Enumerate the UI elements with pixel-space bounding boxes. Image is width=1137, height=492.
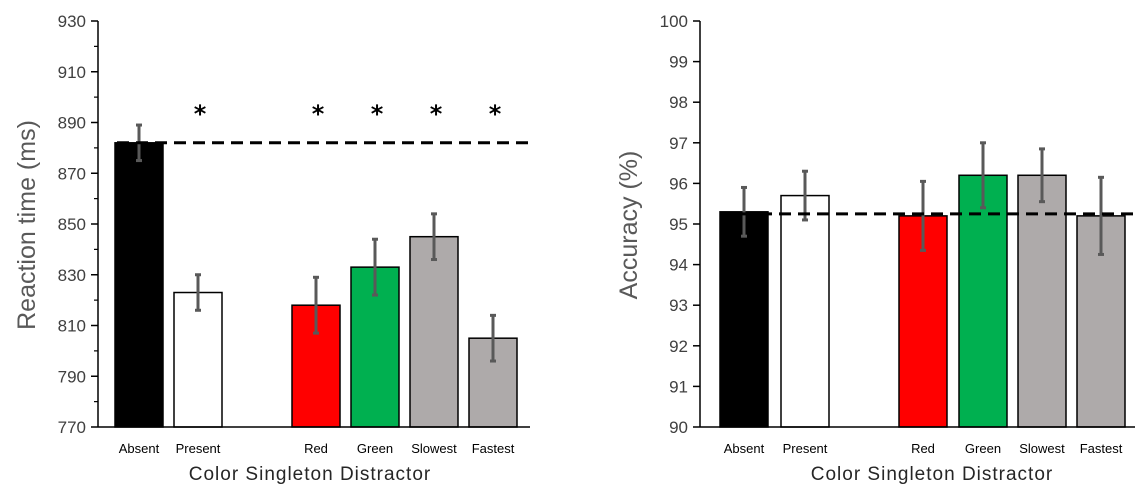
accuracy-x-axis-title: Color Singleton Distractor xyxy=(811,464,1053,485)
acc-y-tick-label-1: 91 xyxy=(669,377,688,396)
acc-y-tick-label-4: 94 xyxy=(669,256,688,275)
acc-bar-3 xyxy=(958,174,1008,428)
rt-category-label-0: Absent xyxy=(119,441,160,456)
rt-bar-1 xyxy=(173,291,223,428)
rt-significance-mark-1: * xyxy=(194,100,207,128)
rt-y-tick-label-7: 910 xyxy=(58,63,86,82)
acc-category-label-3: Green xyxy=(965,441,1001,456)
acc-y-tick-label-6: 96 xyxy=(669,174,688,193)
acc-y-tick-label-2: 92 xyxy=(669,337,688,356)
accuracy-y-axis-title: Accuracy (%) xyxy=(615,151,643,300)
rt-y-tick-label-0: 770 xyxy=(58,418,86,437)
rt-category-label-1: Present xyxy=(176,441,221,456)
rt-bar-4 xyxy=(409,235,459,428)
acc-bar-4 xyxy=(1017,174,1067,428)
rt-category-label-2: Red xyxy=(304,441,328,456)
rt-y-tick-label-4: 850 xyxy=(58,215,86,234)
accuracy-chart: Accuracy (%) Color Singleton Distractor … xyxy=(615,12,1135,485)
acc-category-label-4: Slowest xyxy=(1019,441,1065,456)
rt-significance-mark-2: * xyxy=(312,100,325,128)
reaction-time-y-axis-title: Reaction time (ms) xyxy=(13,120,41,330)
acc-category-label-5: Fastest xyxy=(1080,441,1123,456)
rt-y-tick-label-1: 790 xyxy=(58,367,86,386)
acc-y-tick-label-5: 95 xyxy=(669,215,688,234)
rt-category-label-4: Slowest xyxy=(411,441,457,456)
rt-y-tick-label-2: 810 xyxy=(58,317,86,336)
acc-category-label-2: Red xyxy=(911,441,935,456)
acc-y-tick-label-3: 93 xyxy=(669,296,688,315)
rt-significance-mark-4: * xyxy=(430,100,443,128)
rt-y-tick-label-3: 830 xyxy=(58,266,86,285)
rt-category-label-3: Green xyxy=(357,441,393,456)
acc-y-tick-label-0: 90 xyxy=(669,418,688,437)
rt-significance-mark-3: * xyxy=(371,100,384,128)
acc-category-label-1: Present xyxy=(783,441,828,456)
rt-significance-mark-5: * xyxy=(489,100,502,128)
rt-bar-0 xyxy=(114,142,164,428)
acc-y-tick-label-10: 100 xyxy=(660,12,688,31)
rt-y-tick-label-8: 930 xyxy=(58,12,86,31)
acc-y-tick-label-9: 99 xyxy=(669,53,688,72)
rt-y-tick-label-6: 890 xyxy=(58,114,86,133)
rt-category-label-5: Fastest xyxy=(472,441,515,456)
acc-bar-0 xyxy=(719,211,769,428)
acc-bar-1 xyxy=(780,194,830,428)
acc-y-tick-label-7: 97 xyxy=(669,134,688,153)
acc-y-tick-label-8: 98 xyxy=(669,93,688,112)
rt-y-tick-label-5: 870 xyxy=(58,164,86,183)
acc-category-label-0: Absent xyxy=(724,441,765,456)
reaction-time-chart: Reaction time (ms) Color Singleton Distr… xyxy=(13,12,530,485)
reaction-time-x-axis-title: Color Singleton Distractor xyxy=(189,464,431,485)
